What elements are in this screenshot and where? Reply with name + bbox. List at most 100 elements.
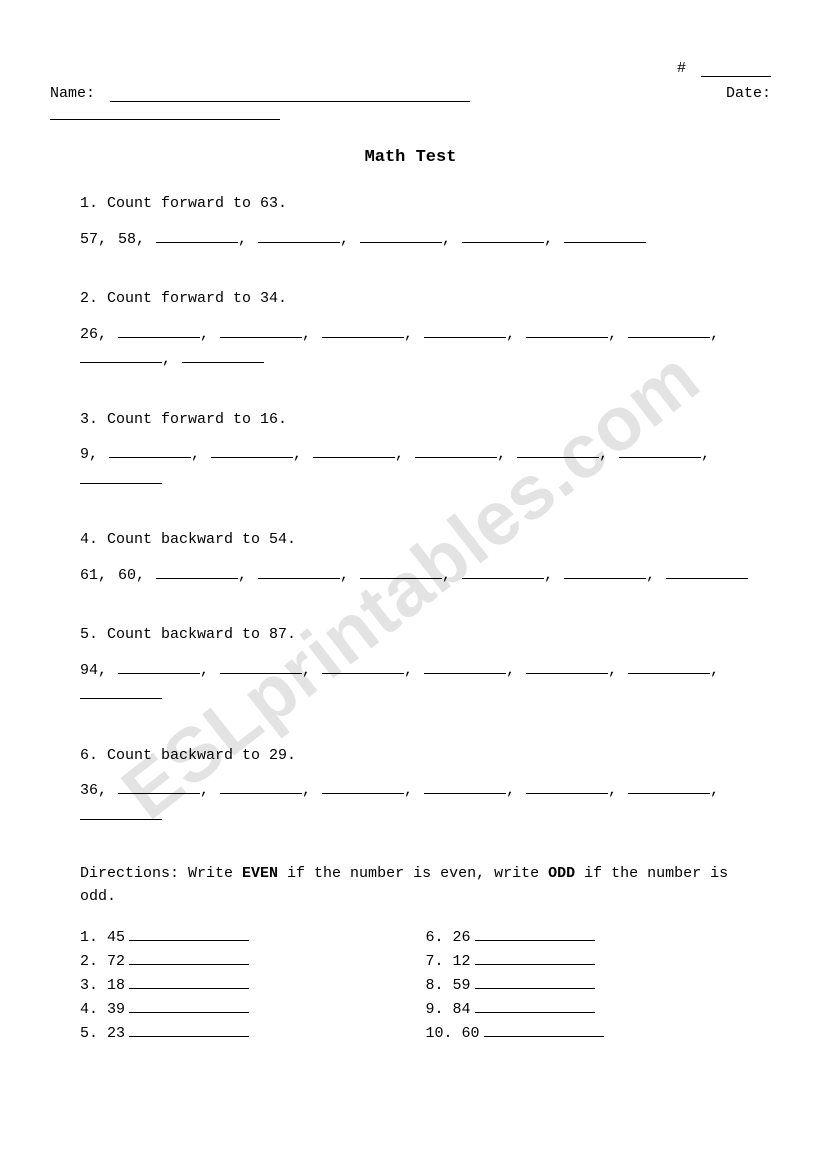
even-odd-blank	[475, 953, 595, 965]
date-label: Date:	[726, 85, 771, 102]
question-answer-line: 26, , , , , , , ,	[80, 322, 771, 373]
answer-blank	[258, 567, 340, 579]
directions-pre: Directions: Write	[80, 865, 242, 882]
question-answer-line: 36, , , , , , ,	[80, 778, 771, 829]
question-prompt: 4. Count backward to 54.	[80, 527, 771, 553]
question-prompt: 2. Count forward to 34.	[80, 286, 771, 312]
even-odd-item: 8. 59	[426, 974, 772, 998]
question-block: 5. Count backward to 87. 94, , , , , , ,	[80, 622, 771, 709]
even-odd-item: 7. 12	[426, 950, 772, 974]
answer-blank	[424, 326, 506, 338]
even-odd-item: 2. 72	[80, 950, 426, 974]
even-odd-columns: 1. 45 2. 72 3. 18 4. 39 5. 23 6. 26 7. 12 8. 5…	[80, 926, 771, 1046]
even-odd-blank	[475, 1001, 595, 1013]
answer-blank	[220, 782, 302, 794]
answer-blank	[80, 808, 162, 820]
even-odd-right-column: 6. 26 7. 12 8. 59 9. 84 10. 60	[426, 926, 772, 1046]
even-odd-number: 10. 60	[426, 1025, 480, 1042]
answer-blank	[156, 567, 238, 579]
answer-blank	[628, 326, 710, 338]
hash-label: #	[677, 60, 686, 77]
even-odd-blank	[129, 977, 249, 989]
answer-blank	[109, 446, 191, 458]
even-odd-number: 1. 45	[80, 929, 125, 946]
question-answer-line: 94, , , , , , ,	[80, 658, 771, 709]
even-odd-item: 10. 60	[426, 1022, 772, 1046]
even-odd-blank	[475, 929, 595, 941]
even-odd-blank	[484, 1025, 604, 1037]
even-odd-item: 4. 39	[80, 998, 426, 1022]
even-odd-number: 9. 84	[426, 1001, 471, 1018]
question-lead-numbers: 36,	[80, 782, 118, 799]
even-odd-item: 1. 45	[80, 926, 426, 950]
answer-blank	[619, 446, 701, 458]
answer-blank	[517, 446, 599, 458]
directions-mid: if the number is even, write	[278, 865, 548, 882]
question-lead-numbers: 9,	[80, 446, 109, 463]
answer-blank	[182, 351, 264, 363]
answer-blank	[118, 782, 200, 794]
answer-blank	[564, 231, 646, 243]
question-lead-numbers: 61, 60,	[80, 567, 156, 584]
even-odd-number: 5. 23	[80, 1025, 125, 1042]
question-lead-numbers: 57, 58,	[80, 231, 156, 248]
question-block: 6. Count backward to 29. 36, , , , , , ,	[80, 743, 771, 830]
answer-blank	[80, 472, 162, 484]
question-lead-numbers: 26,	[80, 326, 118, 343]
name-blank-line	[110, 101, 470, 102]
question-answer-line: 9, , , , , , ,	[80, 442, 771, 493]
answer-blank	[220, 662, 302, 674]
question-lead-numbers: 94,	[80, 662, 118, 679]
answer-blank	[80, 351, 162, 363]
even-odd-blank	[129, 953, 249, 965]
name-field: Name:	[50, 85, 470, 102]
even-odd-blank	[475, 977, 595, 989]
even-odd-blank	[129, 929, 249, 941]
name-label: Name:	[50, 85, 95, 102]
answer-blank	[424, 662, 506, 674]
question-block: 4. Count backward to 54. 61, 60, , , , , …	[80, 527, 771, 588]
even-odd-number: 7. 12	[426, 953, 471, 970]
answer-blank	[526, 662, 608, 674]
question-block: 2. Count forward to 34. 26, , , , , , , ,	[80, 286, 771, 373]
even-odd-number: 6. 26	[426, 929, 471, 946]
questions-section: 1. Count forward to 63.57, 58, , , , , 2…	[50, 191, 771, 829]
worksheet-page: # Name: Date: Math Test 1. Count forward…	[0, 0, 821, 1096]
answer-blank	[156, 231, 238, 243]
answer-blank	[424, 782, 506, 794]
even-odd-blank	[129, 1025, 249, 1037]
answer-blank	[220, 326, 302, 338]
answer-blank	[322, 662, 404, 674]
date-field: Date:	[726, 85, 771, 102]
answer-blank	[628, 782, 710, 794]
answer-blank	[118, 662, 200, 674]
answer-blank	[313, 446, 395, 458]
answer-blank	[526, 326, 608, 338]
even-odd-number: 2. 72	[80, 953, 125, 970]
even-odd-number: 4. 39	[80, 1001, 125, 1018]
answer-blank	[526, 782, 608, 794]
page-title: Math Test	[50, 148, 771, 167]
answer-blank	[415, 446, 497, 458]
answer-blank	[322, 782, 404, 794]
question-answer-line: 61, 60, , , , , ,	[80, 563, 771, 589]
hash-blank-line	[701, 76, 771, 77]
answer-blank	[322, 326, 404, 338]
even-odd-number: 8. 59	[426, 977, 471, 994]
answer-blank	[462, 231, 544, 243]
even-odd-blank	[129, 1001, 249, 1013]
answer-blank	[360, 567, 442, 579]
answer-blank	[118, 326, 200, 338]
even-odd-item: 3. 18	[80, 974, 426, 998]
question-prompt: 3. Count forward to 16.	[80, 407, 771, 433]
question-prompt: 6. Count backward to 29.	[80, 743, 771, 769]
answer-blank	[462, 567, 544, 579]
hash-field-row: #	[50, 60, 771, 77]
even-odd-item: 6. 26	[426, 926, 772, 950]
directions-even: EVEN	[242, 865, 278, 882]
answer-blank	[564, 567, 646, 579]
question-prompt: 5. Count backward to 87.	[80, 622, 771, 648]
answer-blank	[211, 446, 293, 458]
question-block: 1. Count forward to 63.57, 58, , , , ,	[80, 191, 771, 252]
question-block: 3. Count forward to 16. 9, , , , , , ,	[80, 407, 771, 494]
